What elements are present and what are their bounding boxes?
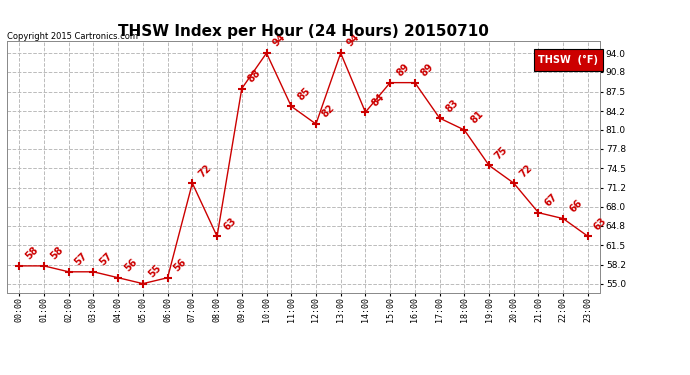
- Text: THSW  (°F): THSW (°F): [538, 55, 598, 65]
- Text: 66: 66: [567, 198, 584, 214]
- Text: 58: 58: [23, 245, 40, 262]
- Text: 94: 94: [345, 32, 362, 49]
- Text: 56: 56: [122, 257, 139, 273]
- Text: 57: 57: [97, 251, 115, 268]
- Text: 89: 89: [394, 62, 411, 78]
- Text: 55: 55: [147, 263, 164, 279]
- Text: 81: 81: [469, 109, 485, 126]
- Text: 72: 72: [518, 162, 535, 179]
- Text: 63: 63: [592, 216, 609, 232]
- Title: THSW Index per Hour (24 Hours) 20150710: THSW Index per Hour (24 Hours) 20150710: [118, 24, 489, 39]
- Text: 56: 56: [172, 257, 188, 273]
- Text: 63: 63: [221, 216, 238, 232]
- FancyBboxPatch shape: [535, 49, 602, 71]
- Text: 72: 72: [197, 162, 213, 179]
- Text: 58: 58: [48, 245, 65, 262]
- Text: 67: 67: [542, 192, 560, 208]
- Text: 88: 88: [246, 68, 263, 84]
- Text: 89: 89: [419, 62, 435, 78]
- Text: 75: 75: [493, 145, 510, 161]
- Text: 84: 84: [370, 92, 386, 108]
- Text: 94: 94: [270, 32, 287, 49]
- Text: 82: 82: [320, 103, 337, 120]
- Text: 57: 57: [73, 251, 90, 268]
- Text: 83: 83: [444, 97, 460, 114]
- Text: Copyright 2015 Cartronics.com: Copyright 2015 Cartronics.com: [7, 32, 138, 41]
- Text: 85: 85: [295, 86, 312, 102]
